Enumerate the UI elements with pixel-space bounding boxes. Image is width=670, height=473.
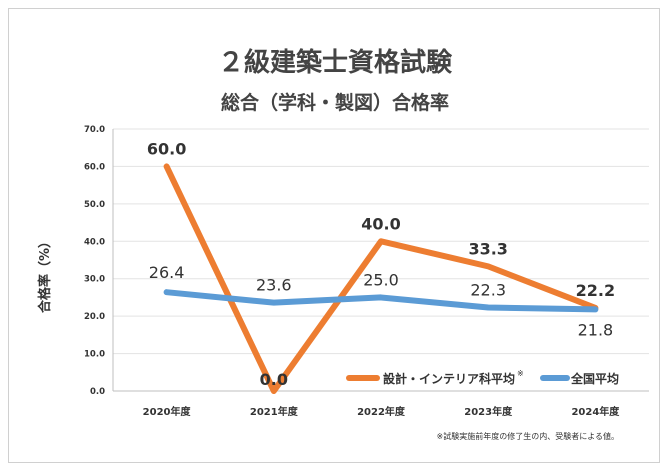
- y-tick-label: 20.0: [84, 312, 105, 322]
- legend-mark: ※: [517, 369, 524, 378]
- data-label-orange: 60.0: [147, 139, 186, 158]
- footnote: ※試験実施前年度の修了生の内、受験者による値。: [437, 431, 619, 441]
- data-label-blue: 26.4: [149, 263, 185, 282]
- y-tick-label: 50.0: [84, 200, 105, 210]
- data-label-blue: 21.8: [578, 320, 614, 339]
- legend-label-blue: 全国平均: [570, 371, 619, 386]
- x-tick-label: 2020年度: [143, 405, 192, 418]
- data-label-blue: 22.3: [470, 281, 506, 300]
- y-axis-label: 合格率（%）: [37, 235, 53, 313]
- y-tick-label: 40.0: [84, 237, 105, 247]
- data-label-orange: 33.3: [468, 239, 507, 258]
- data-label-orange: 40.0: [361, 214, 400, 233]
- series-lines: [163, 163, 599, 394]
- x-tick-label: 2023年度: [464, 405, 513, 418]
- y-tick-label: 0.0: [90, 387, 105, 397]
- y-tick-label: 70.0: [84, 125, 105, 135]
- y-tick-label: 60.0: [84, 162, 105, 172]
- series-line-0: [163, 163, 599, 394]
- y-axis-ticks: 0.0 10.0 20.0 30.0 40.0 50.0 60.0 70.0: [84, 125, 105, 397]
- line-chart: ２級建築士資格試験 総合（学科・製図）合格率 0.0 10.0 20.0 30.0 40…: [37, 47, 649, 441]
- series-line-1: [163, 289, 599, 313]
- legend: 設計・インテリア科平均 ※ 全国平均: [346, 369, 619, 386]
- y-tick-label: 30.0: [84, 275, 105, 285]
- y-tick-label: 10.0: [84, 350, 105, 360]
- x-tick-label: 2022年度: [357, 405, 406, 418]
- data-label-orange: 22.2: [576, 281, 615, 300]
- grid-lines: [112, 128, 649, 392]
- x-tick-label: 2021年度: [250, 405, 299, 418]
- data-label-orange: 0.0: [260, 370, 288, 389]
- chart-subtitle: 総合（学科・製図）合格率: [221, 91, 449, 114]
- data-label-blue: 25.0: [363, 270, 399, 289]
- data-label-blue: 23.6: [256, 276, 292, 295]
- x-tick-label: 2024年度: [571, 405, 620, 418]
- x-axis-ticks: 2020年度 2021年度 2022年度 2023年度 2024年度: [143, 405, 621, 418]
- legend-label-orange: 設計・インテリア科平均: [383, 371, 515, 386]
- chart-frame: ２級建築士資格試験 総合（学科・製図）合格率 0.0 10.0 20.0 30.0 40…: [8, 8, 660, 463]
- chart-title: ２級建築士資格試験: [218, 47, 453, 78]
- data-labels: 60.0 0.0 40.0 33.3 22.2 26.4 23.6 25.0 22.3 21.8: [147, 139, 615, 389]
